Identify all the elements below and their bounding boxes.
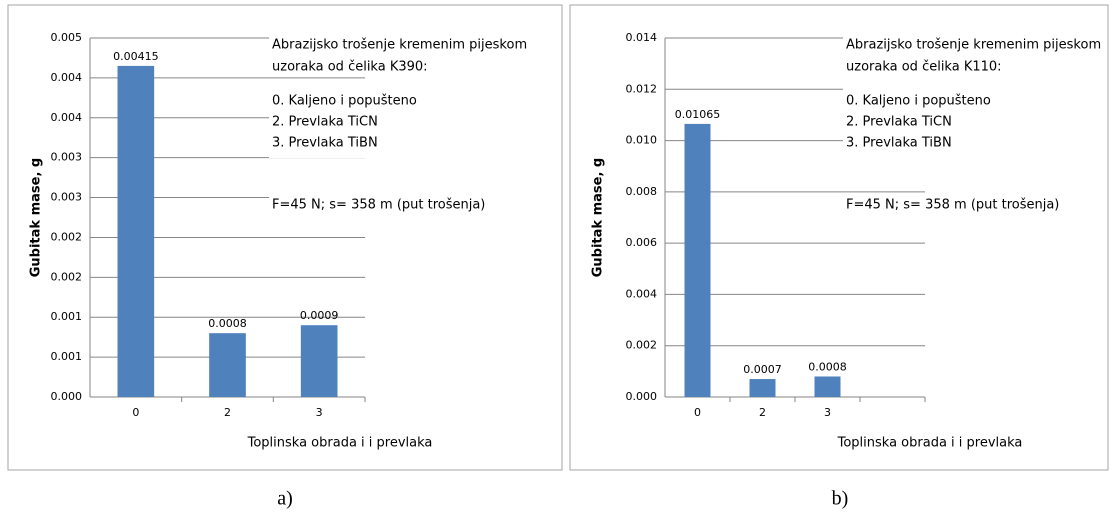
y-tick-label: 0.006 [626, 236, 658, 249]
x-axis-label: Toplinska obrada i i prevlaka [837, 436, 1023, 451]
y-tick-label: 0.000 [51, 390, 83, 403]
data-label: 0.00415 [113, 50, 159, 63]
y-tick-label: 0.000 [626, 390, 658, 403]
bar [684, 123, 711, 398]
bar [749, 379, 776, 397]
y-tick-label: 0.010 [626, 134, 658, 147]
y-tick-label: 0.002 [51, 270, 83, 283]
y-tick-label: 0.001 [51, 350, 83, 363]
y-tick-label: 0.004 [51, 71, 83, 84]
bar [300, 325, 338, 397]
bar [117, 65, 155, 397]
annotation-text: 0. Kaljeno i popušteno [846, 94, 991, 109]
annotation-text: 3. Prevlaka TiBN [846, 136, 952, 151]
annotation-bg [843, 88, 1023, 158]
annotation-bg [269, 88, 449, 158]
annotation-text: Abrazijsko trošenje kremenim pijeskom [846, 38, 1101, 53]
y-axis-label: Gubitak mase, g [29, 158, 44, 278]
data-label: 0.0009 [300, 309, 339, 322]
y-tick-label: 0.014 [626, 31, 658, 44]
annotation-text: Abrazijsko trošenje kremenim pijeskom [272, 38, 527, 53]
annotation-bg [843, 193, 1103, 217]
data-label: 0.0008 [208, 317, 247, 330]
bar [814, 376, 841, 397]
y-tick-label: 0.003 [51, 191, 83, 204]
y-tick-label: 0.003 [51, 151, 83, 164]
x-tick-label: 2 [224, 406, 231, 419]
x-tick-label: 0 [694, 406, 701, 419]
y-tick-label: 0.001 [51, 310, 83, 323]
data-label: 0.0008 [808, 360, 847, 373]
x-tick-label: 0 [132, 406, 139, 419]
caption: a) [277, 488, 293, 510]
annotation-bg [269, 193, 557, 217]
y-tick-label: 0.004 [626, 287, 658, 300]
x-tick-label: 3 [316, 406, 323, 419]
y-tick-label: 0.004 [51, 111, 83, 124]
data-label: 0.01065 [675, 108, 721, 121]
caption: b) [832, 488, 849, 510]
x-tick-label: 3 [824, 406, 831, 419]
annotation-text: 2. Prevlaka TiCN [846, 115, 952, 130]
x-axis-label: Toplinska obrada i i prevlaka [247, 436, 433, 451]
annotation-text: F=45 N; s= 358 m (put trošenja) [846, 198, 1059, 213]
annotation-text: 2. Prevlaka TiCN [272, 115, 378, 130]
y-tick-label: 0.002 [626, 339, 658, 352]
data-label: 0.0007 [743, 363, 782, 376]
y-axis-label: Gubitak mase, g [591, 158, 606, 278]
annotation-bg [843, 30, 1103, 70]
annotation-text: 3. Prevlaka TiBN [272, 136, 378, 151]
annotation-text: F=45 N; s= 358 m (put trošenja) [272, 198, 485, 213]
x-tick-label: 2 [759, 406, 766, 419]
annotation-text: uzoraka od čelika K110: [846, 60, 1002, 75]
y-tick-label: 0.005 [51, 31, 83, 44]
annotation-bg [269, 30, 557, 70]
annotation-text: 0. Kaljeno i popušteno [272, 94, 417, 109]
bar [209, 333, 246, 397]
y-tick-label: 0.012 [626, 82, 658, 95]
y-tick-label: 0.002 [51, 230, 83, 243]
annotation-text: uzoraka od čelika K390: [272, 60, 428, 75]
y-tick-label: 0.008 [626, 185, 658, 198]
